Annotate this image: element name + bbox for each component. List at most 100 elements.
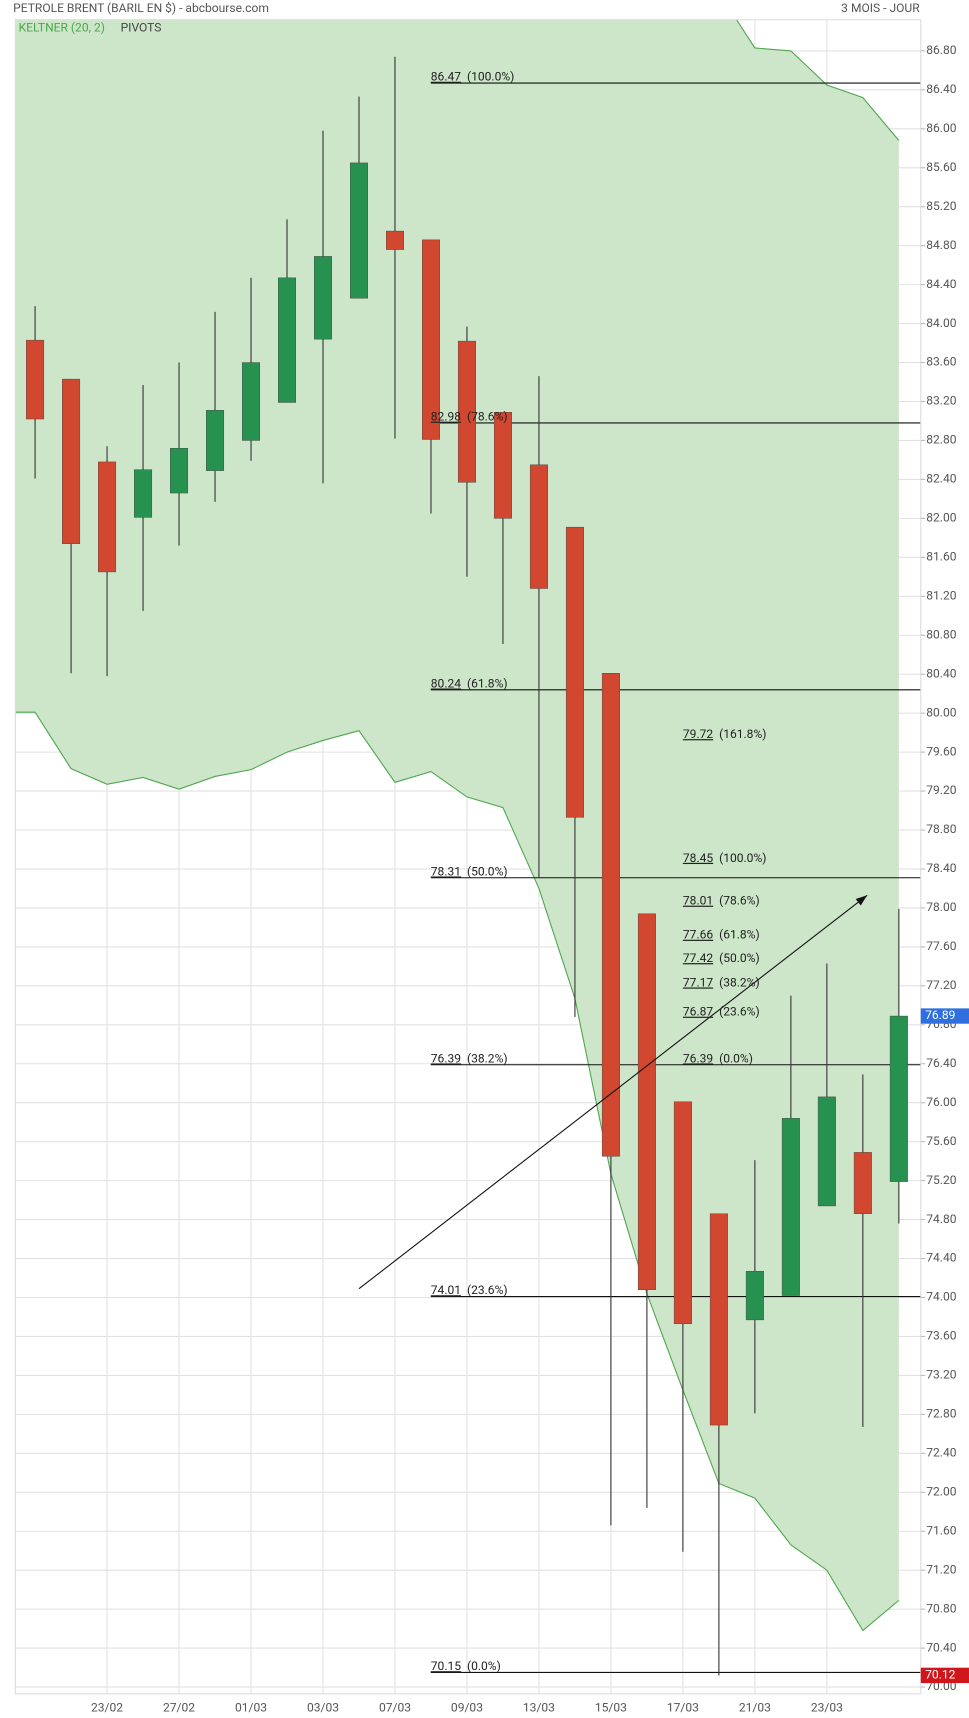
y-tick-label: 72.40 xyxy=(926,1446,956,1460)
period: 3 MOIS - JOUR xyxy=(841,1,920,15)
candle-body xyxy=(206,410,225,471)
candle-body xyxy=(673,1101,692,1325)
candle-body xyxy=(853,1152,872,1214)
plot-border xyxy=(14,19,922,1695)
y-tick-label: 84.00 xyxy=(926,316,956,330)
candle-body xyxy=(637,913,656,1290)
x-tick-label: 03/03 xyxy=(307,1700,339,1714)
candle-body xyxy=(98,461,117,573)
y-tick-label: 75.20 xyxy=(926,1173,956,1187)
y-tick-label: 81.20 xyxy=(926,588,956,602)
x-tick-label: 01/03 xyxy=(235,1700,267,1714)
projection-value: 78.45 xyxy=(683,851,713,865)
y-tick-label: 80.80 xyxy=(926,627,956,641)
y-tick-label: 84.80 xyxy=(926,238,956,252)
candle-body xyxy=(134,469,153,518)
projection-value: 76.39 xyxy=(683,1051,713,1065)
candle-body xyxy=(170,448,189,494)
y-tick-label: 85.20 xyxy=(926,199,956,213)
projection-value: 77.17 xyxy=(683,975,713,989)
pivot-ratio: (38.2%) xyxy=(467,1051,508,1065)
trend-arrowhead xyxy=(855,895,868,906)
pivot-ratio: (78.6%) xyxy=(467,410,508,424)
pivot-ratio: (23.6%) xyxy=(467,1283,508,1297)
pivot-value: 70.15 xyxy=(431,1659,461,1673)
y-tick-label: 70.80 xyxy=(926,1601,956,1615)
y-tick-label: 82.00 xyxy=(926,511,956,525)
y-tick-label: 76.00 xyxy=(926,1095,956,1109)
x-tick-label: 23/03 xyxy=(811,1700,843,1714)
pivot-value: 74.01 xyxy=(431,1283,461,1297)
candle-body xyxy=(385,230,404,250)
y-tick-label: 80.00 xyxy=(926,705,956,719)
x-tick-label: 13/03 xyxy=(523,1700,555,1714)
projection-value: 77.66 xyxy=(683,928,713,942)
pivot-value: 82.98 xyxy=(431,410,461,424)
projection-ratio: (38.2%) xyxy=(719,975,760,989)
plot-area xyxy=(15,19,921,1694)
candle-body xyxy=(26,339,45,420)
y-tick-label: 86.00 xyxy=(926,121,956,135)
candle-body xyxy=(242,362,261,441)
x-tick-label: 07/03 xyxy=(379,1700,411,1714)
keltner-upper xyxy=(735,19,900,141)
candle-body xyxy=(565,526,584,818)
y-tick-label: 73.60 xyxy=(926,1329,956,1343)
y-tick-label: 71.20 xyxy=(926,1562,956,1576)
y-tick-label: 82.40 xyxy=(926,472,956,486)
projection-ratio: (23.6%) xyxy=(719,1005,760,1019)
y-tick-label: 79.20 xyxy=(926,783,956,797)
candle-body xyxy=(62,378,81,544)
y-tick-label: 84.40 xyxy=(926,277,956,291)
y-tick-label: 71.60 xyxy=(926,1523,956,1537)
y-tick-label: 78.40 xyxy=(926,861,956,875)
y-tick-label: 78.80 xyxy=(926,822,956,836)
candle-body xyxy=(817,1096,836,1207)
candle-body xyxy=(457,340,476,483)
projection-value: 79.72 xyxy=(683,727,713,741)
pivot-value: 78.31 xyxy=(431,864,461,878)
y-tick-label: 78.00 xyxy=(926,900,956,914)
projection-ratio: (100.0%) xyxy=(719,851,766,865)
x-tick-label: 17/03 xyxy=(667,1700,699,1714)
candle-body xyxy=(278,277,296,403)
pivot-value: 80.24 xyxy=(431,676,461,690)
y-tick-label: 76.40 xyxy=(926,1056,956,1070)
pivot-value: 76.39 xyxy=(431,1051,461,1065)
projection-ratio: (0.0%) xyxy=(719,1051,753,1065)
trend-line xyxy=(358,894,868,1290)
pivot-ratio: (0.0%) xyxy=(467,1659,501,1673)
candle-body xyxy=(781,1118,800,1296)
y-tick-label: 72.80 xyxy=(926,1407,956,1421)
price-box xyxy=(920,1008,969,1024)
projection-ratio: (61.8%) xyxy=(719,928,760,942)
projection-value: 78.01 xyxy=(683,894,713,908)
y-tick-label: 75.60 xyxy=(926,1134,956,1148)
y-tick-label: 81.60 xyxy=(926,550,956,564)
candle-body xyxy=(493,411,512,519)
x-tick-label: 09/03 xyxy=(451,1700,483,1714)
candle-body xyxy=(889,1015,908,1182)
y-tick-label: 83.20 xyxy=(926,394,956,408)
y-tick-label: 74.40 xyxy=(926,1251,956,1265)
keltner-lower xyxy=(15,711,900,1632)
x-tick-label: 27/02 xyxy=(163,1700,195,1714)
candle-body xyxy=(601,673,620,1157)
candle-body xyxy=(529,464,548,589)
candle-body xyxy=(709,1213,728,1426)
projection-ratio: (78.6%) xyxy=(719,894,760,908)
y-tick-label: 77.60 xyxy=(926,939,956,953)
y-tick-label: 85.60 xyxy=(926,160,956,174)
candle-body xyxy=(314,256,332,340)
y-tick-label: 86.40 xyxy=(926,82,956,96)
y-tick-label: 74.80 xyxy=(926,1212,956,1226)
price-label: 70.12 xyxy=(925,1668,955,1682)
chart-title: PETROLE BRENT (BARIL EN $) - abcbourse.c… xyxy=(13,1,269,15)
y-tick-label: 80.40 xyxy=(926,666,956,680)
projection-ratio: (50.0%) xyxy=(719,951,760,965)
y-tick-label: 83.60 xyxy=(926,355,956,369)
y-tick-label: 72.00 xyxy=(926,1484,956,1498)
y-tick-label: 74.00 xyxy=(926,1290,956,1304)
pivot-ratio: (100.0%) xyxy=(467,70,514,84)
